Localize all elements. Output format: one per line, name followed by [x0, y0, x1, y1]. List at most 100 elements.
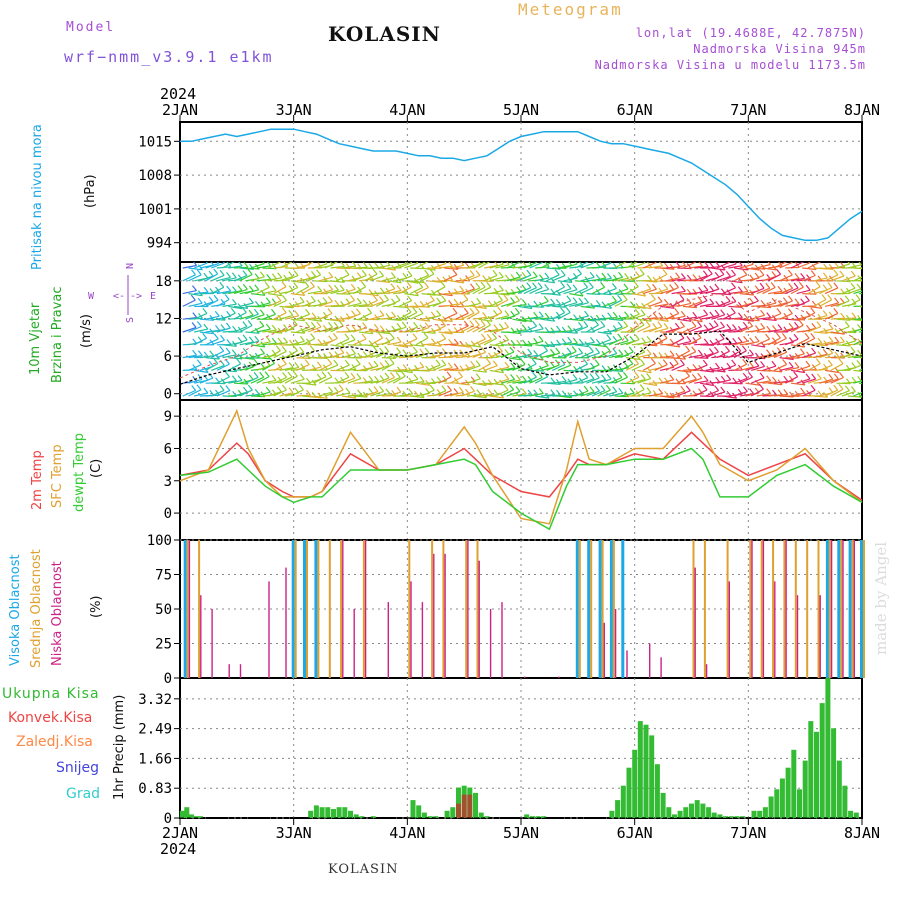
wind-barb — [353, 286, 366, 295]
wind-barb — [824, 287, 839, 295]
wind-barb — [813, 331, 828, 334]
wind-barb — [733, 377, 748, 384]
cloud-ytick-label: 0 — [164, 671, 172, 687]
wind-barb-flag — [595, 347, 601, 354]
wind-barb — [790, 277, 805, 282]
wind-barb — [438, 318, 453, 323]
precip-bar — [660, 792, 666, 818]
precipitation-ytick-label: 3.32 — [138, 692, 172, 708]
wind-barb — [398, 369, 413, 374]
wind-barb-flag — [412, 307, 418, 313]
bottom-xtick-label: 2JAN — [162, 824, 198, 842]
wind-barb-flag — [515, 374, 521, 381]
wind-barb — [381, 357, 396, 359]
wind-barb-flag — [384, 360, 390, 366]
wind-barb-flag — [669, 263, 675, 270]
wind-barb-flag — [770, 282, 776, 288]
wind-barb — [284, 315, 299, 320]
wind-barb — [614, 262, 627, 269]
wind-barb-flag — [714, 346, 719, 353]
wind-barb-flag — [275, 345, 281, 352]
wind-barb — [671, 325, 685, 333]
wind-barb-flag — [259, 271, 265, 278]
wind-barb-flag — [379, 310, 385, 316]
wind-barb-flag — [283, 324, 289, 330]
wind-barb — [847, 299, 861, 307]
wind-barb — [546, 382, 561, 385]
wind-barb — [751, 267, 766, 270]
wind-barb — [762, 365, 777, 371]
wind-barb-flag — [556, 325, 561, 332]
wind-barb-flag — [765, 333, 771, 340]
wind-barb — [330, 265, 345, 269]
bottom-xtick-label: 7JAN — [730, 824, 766, 842]
wind-barb — [313, 376, 327, 384]
wind-barb — [830, 363, 844, 371]
wind-barb-flag — [675, 272, 681, 279]
wind-barb — [722, 328, 737, 333]
wind-barb — [529, 287, 543, 295]
wind-barb — [557, 364, 572, 371]
wind-barb — [768, 328, 783, 333]
wind-barb-flag — [578, 322, 583, 328]
wind-barb — [529, 340, 544, 346]
cloud-bar — [601, 540, 604, 678]
wind-barb-flag — [697, 296, 703, 302]
wind-barb-flag — [652, 352, 658, 359]
wind-barb-flag — [470, 360, 476, 367]
wind-barb — [836, 280, 851, 283]
wind-barb — [603, 300, 617, 307]
wind-barb-flag — [532, 371, 537, 378]
cloud-bar — [421, 602, 424, 678]
wind-barb-flag — [555, 311, 561, 318]
wind-barb — [830, 317, 845, 320]
wind-barb-flag — [611, 283, 617, 289]
wind-barb — [353, 304, 368, 307]
wind-barb — [495, 293, 510, 296]
cloud-bar — [198, 540, 201, 678]
wind-barb-flag — [196, 269, 202, 276]
wind-barb — [819, 341, 834, 346]
wind-barb — [466, 394, 481, 397]
wind-barb — [296, 364, 310, 371]
wind-barb — [461, 288, 475, 295]
wind-barb-flag — [720, 375, 726, 382]
wind-barb-flag — [498, 271, 504, 278]
wind-barb — [767, 352, 782, 359]
wind-barb — [779, 366, 794, 371]
wind-barb — [785, 338, 799, 346]
wind-barb-flag — [754, 360, 760, 367]
wind-barb-flag — [720, 386, 726, 393]
wind-barb-flag — [777, 285, 783, 292]
wind-barb — [444, 274, 458, 282]
wind-barb-flag — [844, 385, 850, 392]
wind-barb-flag — [260, 348, 265, 354]
wind-barb-flag — [601, 272, 607, 279]
wind-barb-flag — [828, 387, 834, 393]
cloud-bar — [772, 540, 775, 678]
wind-barb-flag — [282, 295, 287, 301]
precipitation-ytick-label: 0.83 — [138, 781, 172, 797]
wind-barb — [796, 262, 810, 269]
wind-barb-flag — [743, 335, 749, 342]
wind-barb — [449, 290, 464, 295]
wind-barb-flag — [407, 270, 413, 277]
wind-barb-flag — [623, 283, 629, 290]
wind-barb — [529, 316, 544, 320]
wind-barb — [404, 311, 418, 320]
wind-barb-flag — [219, 269, 225, 276]
wind-barb — [353, 327, 367, 333]
wind-barb-flag — [646, 348, 652, 355]
wind-barb — [751, 357, 766, 360]
wind-barb-flag — [214, 310, 220, 317]
cloud-bar — [444, 553, 446, 678]
wind-barb — [597, 378, 612, 384]
wind-barb-flag — [856, 283, 862, 290]
wind-barb — [586, 377, 600, 384]
wind-barb — [404, 378, 419, 384]
wind-barb — [671, 364, 685, 371]
wind-barb — [813, 298, 827, 307]
wind-barb-flag — [311, 312, 317, 319]
wind-speed-line — [179, 330, 863, 385]
wind-barb — [302, 275, 316, 282]
